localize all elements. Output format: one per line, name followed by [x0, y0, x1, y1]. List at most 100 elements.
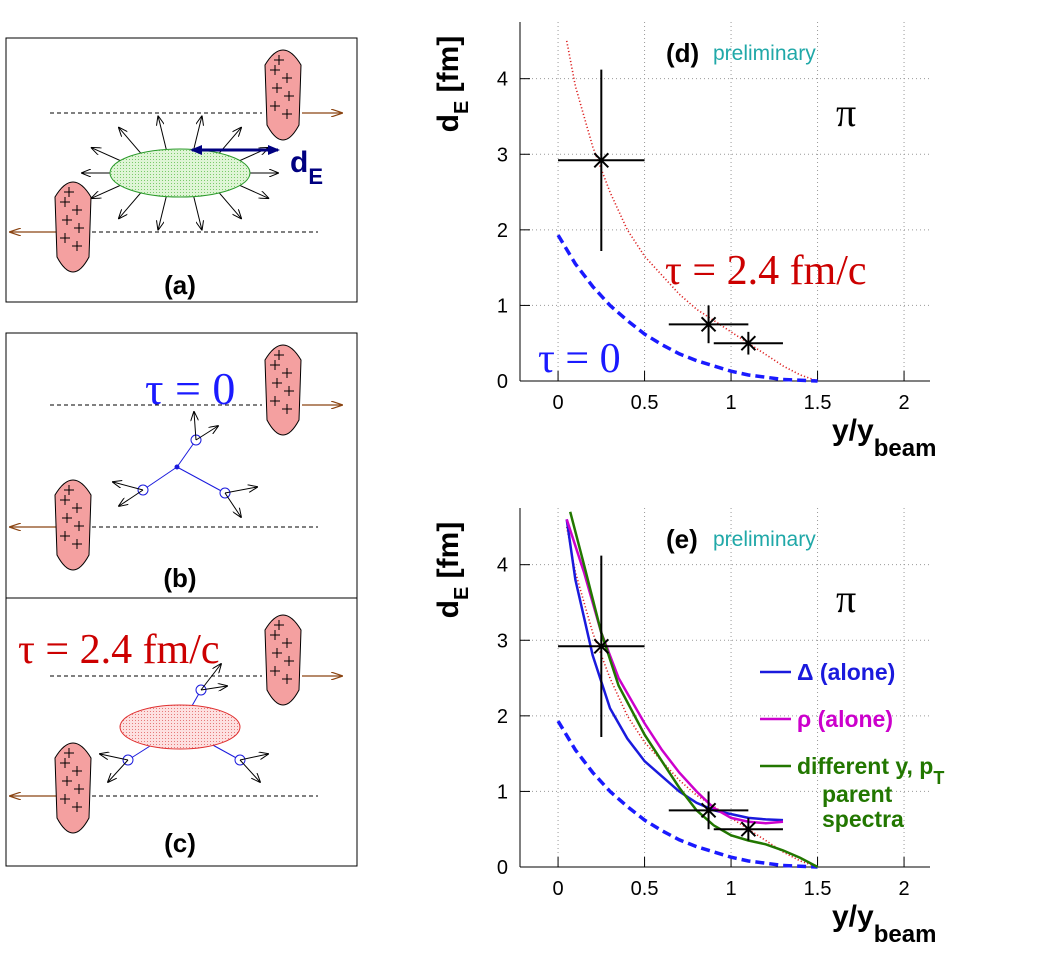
legend-label: parent [822, 781, 893, 807]
x-tick-label: 0 [552, 878, 563, 900]
charge [274, 55, 284, 65]
data-point [593, 638, 610, 655]
x-tick-label: 1 [725, 392, 736, 414]
legend-label-sub: T [933, 768, 944, 788]
charge [72, 503, 82, 513]
x-tick-label: 1.5 [804, 878, 832, 900]
x-tick-label: 1.5 [804, 392, 832, 414]
y-axis-label-sub: E [451, 587, 473, 600]
charge [284, 91, 294, 101]
y-tick-label: 4 [497, 555, 508, 577]
curve [565, 526, 818, 868]
charge [270, 65, 280, 75]
charge [282, 109, 292, 119]
x-tick-label: 0.5 [631, 392, 659, 414]
x-axis-label-part: y/y [832, 900, 874, 933]
y-axis-label-part: d [432, 114, 465, 132]
curve [565, 519, 784, 822]
particle-arrow [194, 412, 196, 441]
charge [74, 521, 84, 531]
data-point [593, 152, 610, 169]
x-tick-label: 0 [552, 392, 563, 414]
charge [74, 784, 84, 794]
curve [556, 720, 818, 869]
charge [62, 513, 72, 523]
particle-arrow [119, 489, 144, 506]
decay-line [176, 466, 226, 494]
x-axis-label: y/ybeam [832, 900, 936, 948]
y-tick-label: 2 [497, 220, 508, 242]
x-tick-label: 0.5 [631, 878, 659, 900]
status-label: preliminary [713, 42, 816, 65]
charge [72, 802, 82, 812]
charge [74, 223, 84, 233]
charge [274, 350, 284, 360]
charge [60, 531, 70, 541]
x-axis-label: y/ybeam [832, 414, 936, 462]
charge [272, 648, 282, 658]
decay-line [176, 439, 197, 468]
nucleus [264, 344, 302, 436]
y-axis-label: dE [fm] [432, 36, 473, 133]
charge [60, 794, 70, 804]
y-axis-label-part: [fm] [432, 522, 465, 587]
time-label: τ = 2.4 fm/c [18, 627, 220, 673]
charge [272, 83, 282, 93]
particle-arrow [113, 482, 144, 491]
charge [282, 404, 292, 414]
particle-arrow [224, 487, 257, 494]
charge [282, 674, 292, 684]
charge [64, 187, 74, 197]
charge [270, 666, 280, 676]
charge [64, 485, 74, 495]
y-tick-label: 3 [497, 144, 508, 166]
x-axis-label-sub: beam [874, 921, 937, 948]
nucleus [54, 742, 92, 834]
charge [72, 766, 82, 776]
x-axis-label-sub: beam [874, 435, 937, 462]
data-point [740, 821, 757, 837]
y-axis-label-sub: E [451, 101, 473, 114]
charge [284, 656, 294, 666]
particle-arrow [200, 664, 221, 691]
panel-a [5, 37, 358, 303]
y-tick-label: 4 [497, 69, 508, 91]
charge [270, 630, 280, 640]
diagrams: dE (a) τ = 0 (b) τ = 2.4 fm/c (c) [5, 37, 358, 867]
particle-arrow [100, 754, 129, 761]
y-tick-label: 2 [497, 706, 508, 728]
y-axis-label: dE [fm] [432, 522, 473, 619]
panel-label: (e) [666, 524, 698, 554]
data-point [700, 802, 717, 819]
x-axis-label-part: y/y [832, 414, 874, 447]
charge [270, 396, 280, 406]
data-point [700, 316, 717, 333]
annotation: τ = 2.4 fm/c [665, 248, 867, 294]
particle-arrow [224, 492, 241, 517]
charge [282, 73, 292, 83]
y-tick-label: 0 [497, 857, 508, 879]
nucleus [54, 479, 92, 571]
charge [282, 638, 292, 648]
charge [62, 776, 72, 786]
particle-arrow [200, 686, 227, 690]
charge [72, 539, 82, 549]
time-label: τ = 0 [145, 363, 235, 414]
panel-label: (c) [164, 828, 196, 858]
legend-label: ρ (alone) [797, 706, 893, 732]
charge [284, 386, 294, 396]
particle-arrow [239, 759, 260, 782]
legend-label-part: different y, p [797, 753, 933, 779]
particle-arrow [239, 754, 268, 761]
nucleus [264, 49, 302, 141]
legend-label: Δ (alone) [797, 659, 895, 685]
charge [60, 495, 70, 505]
charge [270, 360, 280, 370]
y-tick-label: 3 [497, 630, 508, 652]
charge [60, 758, 70, 768]
charge [274, 620, 284, 630]
particle-label: π [836, 576, 856, 621]
annotation: τ = 0 [538, 336, 621, 382]
x-tick-label: 2 [898, 878, 909, 900]
